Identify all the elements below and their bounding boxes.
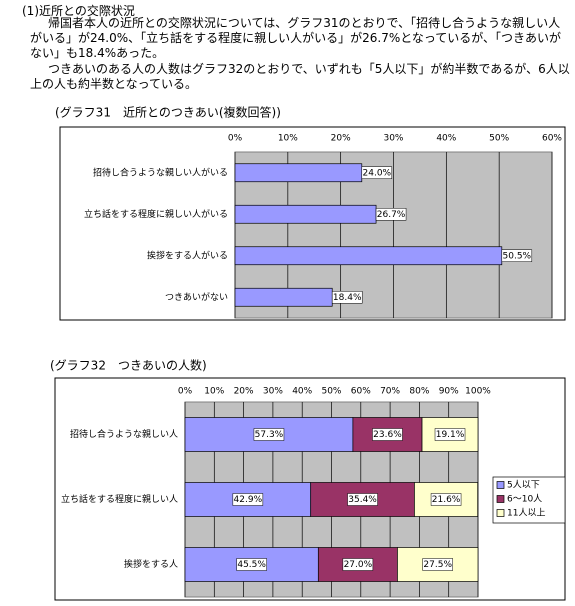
legend-label: 6〜10人 [507,494,542,505]
value-label-box [236,558,267,571]
x-tick-label: 40% [436,134,456,144]
bar [234,246,503,266]
x-tick-label: 10% [278,134,298,144]
chart-title: (グラフ32 つきあいの人数) [50,358,207,373]
paragraph: つきあいのある人の人数はグラフ32のとおりで、いずれも「5人以下」が約半数である… [30,62,570,91]
category-label: 招待し合うような親しい人 [70,428,178,440]
value-label: 57.3% [255,430,284,440]
value-label: 35.4% [348,495,377,505]
x-tick-label: 0% [228,134,243,144]
value-label: 27.0% [344,560,373,570]
value-label: 45.5% [237,560,266,570]
category-label: 立ち話をする程度に親しい人 [61,493,178,505]
category-label: つきあいがない [165,291,228,303]
legend-swatch [496,509,505,517]
value-label: 27.5% [423,560,452,570]
heading: (1)近所との交際状況 [22,4,135,18]
bar [234,163,363,183]
legend-swatch [496,481,505,489]
value-label-box [434,428,466,441]
category-label: 立ち話をする程度に親しい人がいる [84,208,228,220]
value-label-box [422,558,453,571]
category-label: 挨拶をする人 [124,558,178,570]
x-tick-label: 100% [465,387,491,397]
legend-label: 5人以下 [507,480,540,491]
value-label: 19.1% [436,430,465,440]
value-label: 42.9% [234,495,263,505]
x-tick-label: 50% [489,134,509,144]
category-label: 挨拶をする人がいる [147,249,228,261]
value-label-box [375,208,407,221]
x-tick-label: 20% [234,387,254,397]
value-label-box [501,249,533,262]
value-label: 23.6% [373,430,402,440]
value-label-box [253,428,285,441]
x-tick-label: 10% [204,387,224,397]
x-tick-label: 30% [383,134,403,144]
x-tick-label: 40% [292,387,312,397]
x-tick-label: 30% [263,387,283,397]
value-label: 50.5% [503,251,532,261]
x-tick-label: 20% [331,134,351,144]
value-label-box [331,291,363,304]
value-label-box [232,493,264,506]
value-label: 26.7% [377,210,406,220]
value-label: 24.0% [363,168,392,178]
bar [234,204,377,224]
chart-title: (グラフ31 近所とのつきあい(複数回答)) [55,105,281,120]
value-label-box [361,166,393,179]
value-label: 21.6% [432,495,461,505]
value-label-box [372,428,403,441]
paragraph: 帰国者本人の近所との交際状況については、グラフ31のとおりで、「招待し合うような… [30,16,562,60]
x-tick-label: 0% [178,387,193,397]
x-tick-label: 50% [321,387,341,397]
value-label: 18.4% [333,293,362,303]
x-tick-label: 70% [380,387,400,397]
legend-box [492,476,566,524]
bar [234,287,333,307]
legend-swatch [496,495,505,503]
legend-label: 11人以上 [507,508,545,519]
value-label-box [430,493,462,506]
x-tick-label: 80% [409,387,429,397]
value-label-box [347,493,378,506]
x-tick-label: 60% [542,134,562,144]
value-label-box [342,558,374,571]
x-tick-label: 90% [439,387,459,397]
category-label: 招待し合うような親しい人がいる [93,166,228,178]
x-tick-label: 60% [351,387,371,397]
